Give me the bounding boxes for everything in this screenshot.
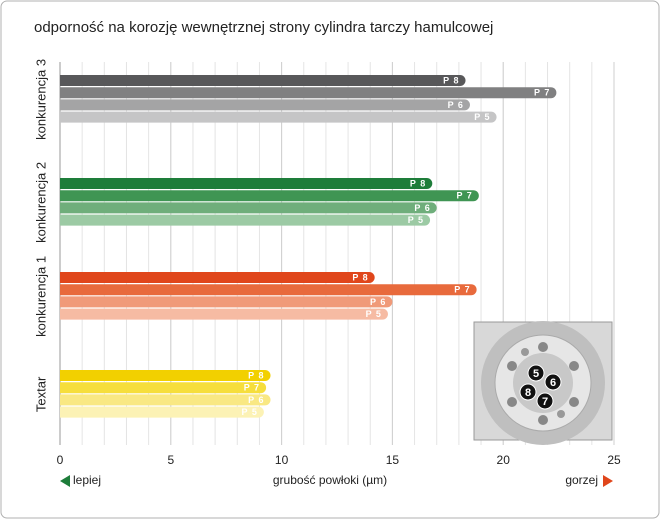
- inset-label: 8: [525, 387, 531, 399]
- bar-label: P 8: [248, 370, 264, 380]
- better-label: lepiej: [73, 473, 101, 487]
- inset-photo: [473, 321, 613, 445]
- inset-label: 7: [542, 396, 548, 408]
- bar-label: P 8: [352, 272, 368, 282]
- x-tick-label: 25: [607, 453, 621, 467]
- category-label: Textar: [33, 376, 48, 412]
- bar: [60, 202, 437, 214]
- worse-label: gorzej: [565, 473, 598, 487]
- bar: [60, 75, 466, 86]
- bar: [60, 406, 264, 418]
- worse-arrow: [603, 475, 613, 487]
- x-tick-label: 15: [386, 453, 400, 467]
- chart-title: odporność na korozję wewnętrznej strony …: [34, 19, 493, 36]
- bar: [60, 214, 431, 226]
- x-tick-label: 5: [167, 453, 174, 467]
- bar: [60, 394, 271, 406]
- bar-label: P 7: [534, 88, 550, 98]
- bar-label: P 6: [448, 100, 464, 110]
- bar: [60, 87, 557, 99]
- bar: [60, 370, 271, 381]
- bar: [60, 382, 267, 394]
- x-tick-label: 0: [57, 453, 64, 467]
- bar-label: P 6: [370, 297, 386, 307]
- bar-label: P 5: [366, 309, 382, 319]
- inset-label: 5: [533, 368, 539, 380]
- inset-marker: [544, 373, 562, 391]
- bar: [60, 178, 433, 189]
- x-tick-label: 20: [497, 453, 511, 467]
- category-label: konkurencja 3: [33, 59, 48, 140]
- inset-markers: 56 87: [519, 364, 562, 410]
- bar-label: P 8: [410, 178, 426, 188]
- bar: [60, 296, 393, 308]
- bar-label: P 7: [454, 285, 470, 295]
- inset-marker: [519, 383, 537, 401]
- better-arrow: [60, 475, 70, 487]
- bar: [60, 190, 479, 202]
- inset-marker: [527, 364, 545, 382]
- bar-label: P 5: [242, 407, 258, 417]
- bar-label: P 7: [456, 191, 472, 201]
- inset-label: 6: [550, 377, 556, 389]
- bar: [60, 308, 388, 320]
- x-tick-label: 10: [275, 453, 289, 467]
- bar-label: P 6: [248, 395, 264, 405]
- bar: [60, 284, 477, 296]
- bar: [60, 111, 497, 123]
- category-label: konkurencja 2: [33, 162, 48, 243]
- x-axis-label: grubość powłoki (µm): [273, 473, 387, 487]
- bar: [60, 99, 470, 111]
- bar-label: P 5: [474, 112, 490, 122]
- bar: [60, 272, 375, 283]
- inset-marker: [536, 392, 554, 410]
- bar-label: P 8: [443, 75, 459, 85]
- bar-label: P 5: [408, 215, 424, 225]
- category-label: konkurencja 1: [33, 256, 48, 337]
- bar-label: P 6: [414, 203, 430, 213]
- bar-label: P 7: [244, 383, 260, 393]
